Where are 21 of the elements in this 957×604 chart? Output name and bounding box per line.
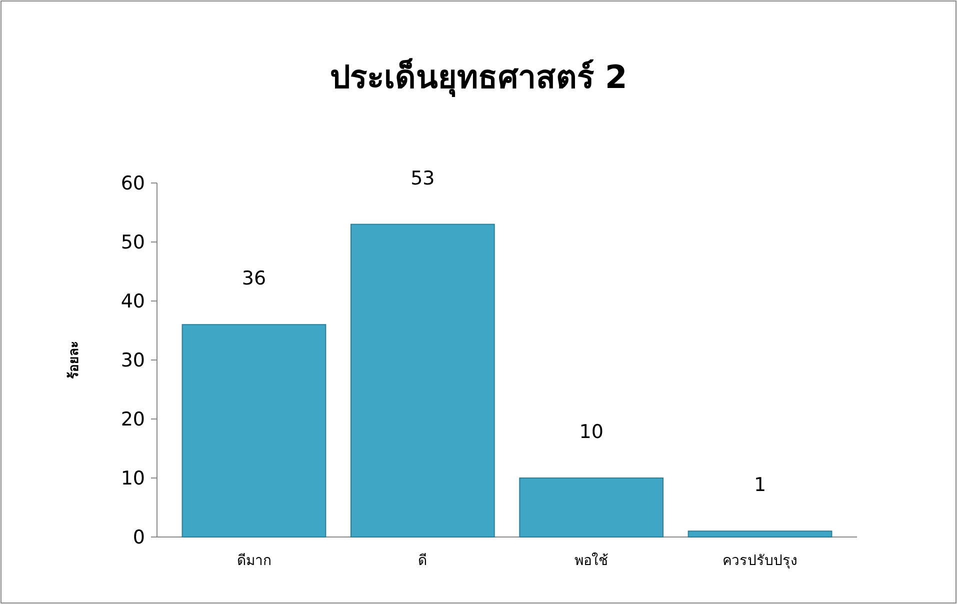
data-label: 10 bbox=[579, 421, 604, 443]
bar bbox=[182, 324, 326, 538]
x-tick-label: ควรปรับปรุง bbox=[722, 553, 798, 569]
y-tick-label: 30 bbox=[120, 350, 145, 372]
y-tick-label: 60 bbox=[120, 172, 145, 195]
bar bbox=[688, 530, 832, 538]
y-tick-label: 0 bbox=[132, 526, 145, 549]
data-label: 1 bbox=[754, 474, 766, 496]
bar bbox=[519, 478, 664, 538]
data-label: 53 bbox=[410, 167, 435, 190]
y-tick-label: 50 bbox=[120, 232, 145, 254]
data-label: 36 bbox=[242, 268, 266, 290]
bar bbox=[350, 224, 495, 538]
x-tick-label: ดี bbox=[418, 553, 428, 569]
y-tick-label: 40 bbox=[120, 290, 145, 313]
y-axis-title: ร้อยละ bbox=[66, 341, 82, 379]
y-tick-label: 10 bbox=[120, 468, 145, 490]
x-tick-label: ดีมาก bbox=[236, 553, 271, 569]
y-tick-label: 20 bbox=[120, 408, 145, 431]
x-tick-label: พอใช้ bbox=[574, 552, 608, 569]
chart-title: ประเด็นยุทธศาสตร์ 2 bbox=[330, 57, 628, 98]
